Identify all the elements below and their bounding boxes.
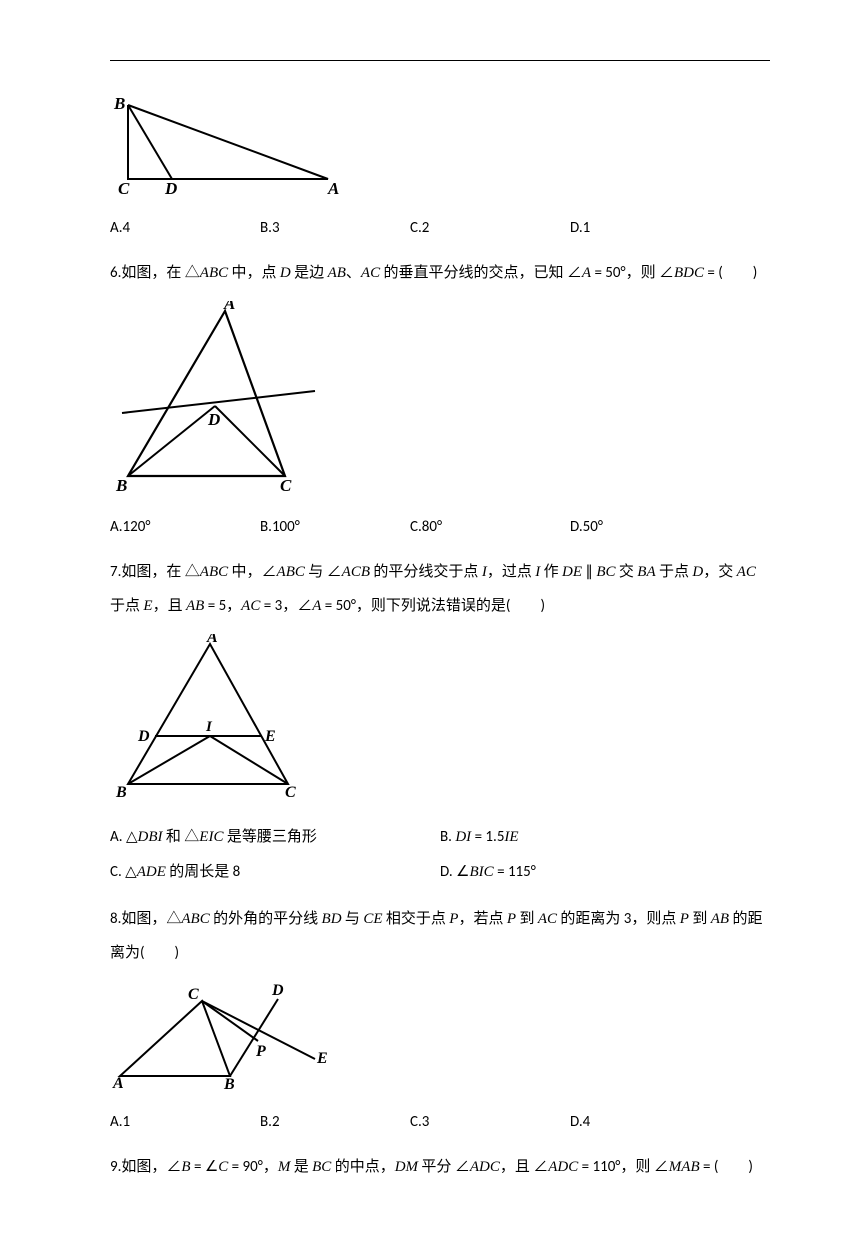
label-D: D — [164, 179, 177, 197]
label-B: B — [223, 1076, 235, 1091]
q6-opt-c: C.80° — [410, 514, 570, 541]
label-D: D — [271, 982, 284, 999]
q7-options: A. △DBI 和 △EIC 是等腰三角形 B. DI = 1.5IE C. △… — [110, 820, 770, 890]
q6-figure: A B C D — [110, 301, 770, 506]
page-rule — [110, 60, 770, 61]
q5-opt-d: D.1 — [570, 215, 710, 242]
label-I: I — [205, 719, 213, 735]
label-C: C — [118, 179, 130, 197]
label-C: C — [285, 784, 296, 801]
q7-text: 7.如图，在 △ABC 中，∠ABC 与 ∠ACB 的平分线交于点 I，过点 I… — [110, 555, 770, 624]
label-B: B — [115, 476, 127, 495]
q8-opt-a: A.1 — [110, 1109, 260, 1136]
label-C: C — [280, 476, 292, 495]
label-E: E — [264, 728, 276, 745]
q6-text: 6.如图，在 △ABC 中，点 D 是边 AB、AC 的垂直平分线的交点，已知 … — [110, 256, 770, 291]
q8-text: 8.如图，△ABC 的外角的平分线 BD 与 CE 相交于点 P，若点 P 到 … — [110, 902, 770, 971]
label-A: A — [112, 1075, 124, 1091]
q5-opt-a: A.4 — [110, 215, 260, 242]
label-D: D — [137, 728, 150, 745]
q5-opt-c: C.2 — [410, 215, 570, 242]
q7-opt-c: C. △ADE 的周长是 8 — [110, 855, 440, 890]
q8-options: A.1 B.2 C.3 D.4 — [110, 1109, 770, 1136]
q6-opt-d: D.50° — [570, 514, 710, 541]
label-E: E — [316, 1050, 328, 1067]
q7-opt-a: A. △DBI 和 △EIC 是等腰三角形 — [110, 820, 440, 855]
q5-opt-b: B.3 — [260, 215, 410, 242]
q8-opt-c: C.3 — [410, 1109, 570, 1136]
q8-opt-d: D.4 — [570, 1109, 710, 1136]
label-P: P — [255, 1043, 266, 1060]
q7-figure: A B C D E I — [110, 634, 770, 812]
q7-opt-d: D. ∠BIC = 115° — [440, 855, 770, 890]
q7-opt-b: B. DI = 1.5IE — [440, 820, 770, 855]
q5-options: A.4 B.3 C.2 D.1 — [110, 215, 770, 242]
q6-opt-a: A.120° — [110, 514, 260, 541]
label-B: B — [113, 97, 125, 113]
label-C: C — [188, 986, 199, 1003]
q8-figure: A B C D E P — [110, 981, 770, 1101]
q6-opt-b: B.100° — [260, 514, 410, 541]
label-A: A — [206, 634, 218, 646]
q8-opt-b: B.2 — [260, 1109, 410, 1136]
label-D: D — [207, 410, 220, 429]
q6-options: A.120° B.100° C.80° D.50° — [110, 514, 770, 541]
label-B: B — [115, 784, 127, 801]
q5-figure: B C D A — [110, 97, 770, 207]
label-A: A — [327, 179, 339, 197]
label-A: A — [223, 301, 235, 313]
q9-text: 9.如图，∠B = ∠C = 90°，M 是 BC 的中点，DM 平分 ∠ADC… — [110, 1150, 770, 1185]
